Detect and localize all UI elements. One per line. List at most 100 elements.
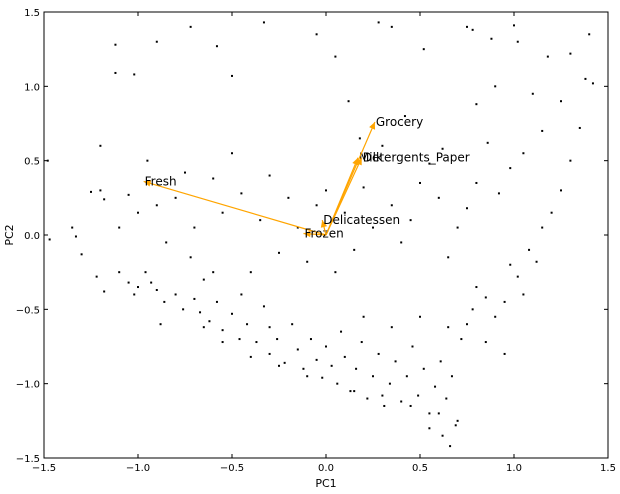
scatter-point [189, 25, 192, 28]
scatter-point [388, 382, 391, 385]
scatter-point [503, 300, 506, 303]
scatter-point [182, 308, 185, 311]
scatter-point [296, 348, 299, 351]
vector-label: Detergents_Paper [363, 151, 470, 165]
scatter-point [278, 364, 280, 367]
scatter-point [133, 73, 136, 76]
scatter-point [189, 256, 192, 259]
axis-ticks: −1.5 −1.0 −0.5 0.0 0.5 1.0 1.5 −1.5 −1.0 −0.5 0.0 0… [16, 8, 616, 474]
scatter-point [362, 186, 365, 189]
scatter-point [343, 355, 346, 358]
scatter-point [231, 312, 233, 315]
scatter-point [127, 281, 130, 284]
x-tick-label: −1.5 [32, 463, 56, 474]
scatter-point [509, 167, 512, 170]
scatter-point [400, 400, 403, 403]
scatter-point [456, 226, 459, 229]
scatter-point [306, 260, 309, 263]
scatter-point [434, 385, 437, 388]
scatter-point [221, 211, 224, 214]
scatter-point [456, 419, 459, 422]
scatter-point [276, 338, 279, 341]
scatter-point [137, 211, 139, 214]
scatter-point [437, 412, 440, 415]
scatter-point [103, 290, 106, 293]
scatter-point [221, 329, 224, 332]
scatter-point [268, 326, 271, 329]
loading-vectors: Fresh Milk Grocery Frozen Detergents_Paper De… [143, 115, 470, 241]
scatter-point [302, 367, 305, 370]
scatter-point [381, 144, 384, 147]
scatter-point [278, 251, 280, 254]
scatter-point [315, 204, 318, 207]
scatter-point [215, 300, 218, 303]
scatter-point [296, 226, 299, 229]
scatter-point [428, 412, 431, 415]
scatter-point [471, 308, 474, 311]
scatter-point [403, 115, 406, 118]
scatter-point [159, 323, 162, 326]
scatter-point [450, 375, 453, 378]
scatter-point [471, 28, 474, 31]
scatter-point [560, 100, 562, 103]
scatter-point [334, 55, 337, 58]
scatter-point [486, 141, 489, 144]
scatter-point [490, 37, 493, 40]
vector-label: Fresh [145, 174, 177, 188]
scatter-point [541, 129, 544, 132]
scatter-point [118, 226, 121, 229]
scatter-point [343, 211, 346, 214]
scatter-point [578, 126, 581, 129]
scatter-point [494, 85, 497, 88]
scatter-point [231, 152, 233, 155]
scatter-point [569, 52, 572, 55]
scatter-point [569, 159, 572, 162]
scatter-point [283, 361, 286, 364]
scatter-point [355, 367, 358, 370]
x-tick-label: −1.0 [126, 463, 150, 474]
scatter-point [372, 226, 374, 229]
scatter-point [80, 253, 83, 256]
scatter-point [325, 189, 327, 192]
x-tick-label: 1.0 [506, 463, 522, 474]
scatter-point [231, 74, 233, 77]
scatter-point [377, 352, 380, 355]
scatter-point [422, 367, 425, 370]
vector-label: Milk [359, 151, 383, 165]
scatter-point [315, 33, 318, 36]
scatter-point [445, 397, 448, 400]
scatter-point [497, 192, 500, 195]
scatter-point [103, 198, 106, 201]
scatter-point [336, 382, 339, 385]
scatter-point [516, 275, 519, 278]
scatter-point [287, 196, 290, 199]
scatter-point [268, 352, 271, 355]
scatter-point [150, 281, 153, 284]
scatter-point [309, 338, 312, 341]
scatter-point [155, 40, 158, 43]
scatter-point [99, 189, 102, 192]
scatter-point [454, 424, 457, 427]
scatter-point [193, 226, 196, 229]
scatter-point [48, 238, 51, 241]
scatter-point [390, 204, 393, 207]
scatter-point [262, 305, 265, 308]
scatter-point [114, 43, 117, 46]
scatter-point [249, 271, 252, 274]
scatter-point [330, 364, 333, 367]
scatter-point [381, 394, 384, 397]
scatter-point [394, 360, 397, 363]
scatter-point [221, 341, 224, 344]
scatter-point [449, 445, 452, 448]
scatter-point [358, 137, 361, 140]
scatter-point [550, 211, 553, 214]
scatter-point [208, 320, 211, 323]
x-axis-label: PC1 [315, 477, 336, 490]
scatter-point [291, 323, 294, 326]
scatter-point [362, 315, 365, 318]
scatter-point [428, 162, 431, 165]
scatter-point [202, 326, 205, 329]
scatter-point [531, 92, 534, 95]
scatter-point [74, 235, 77, 238]
scatter-point [466, 207, 468, 210]
